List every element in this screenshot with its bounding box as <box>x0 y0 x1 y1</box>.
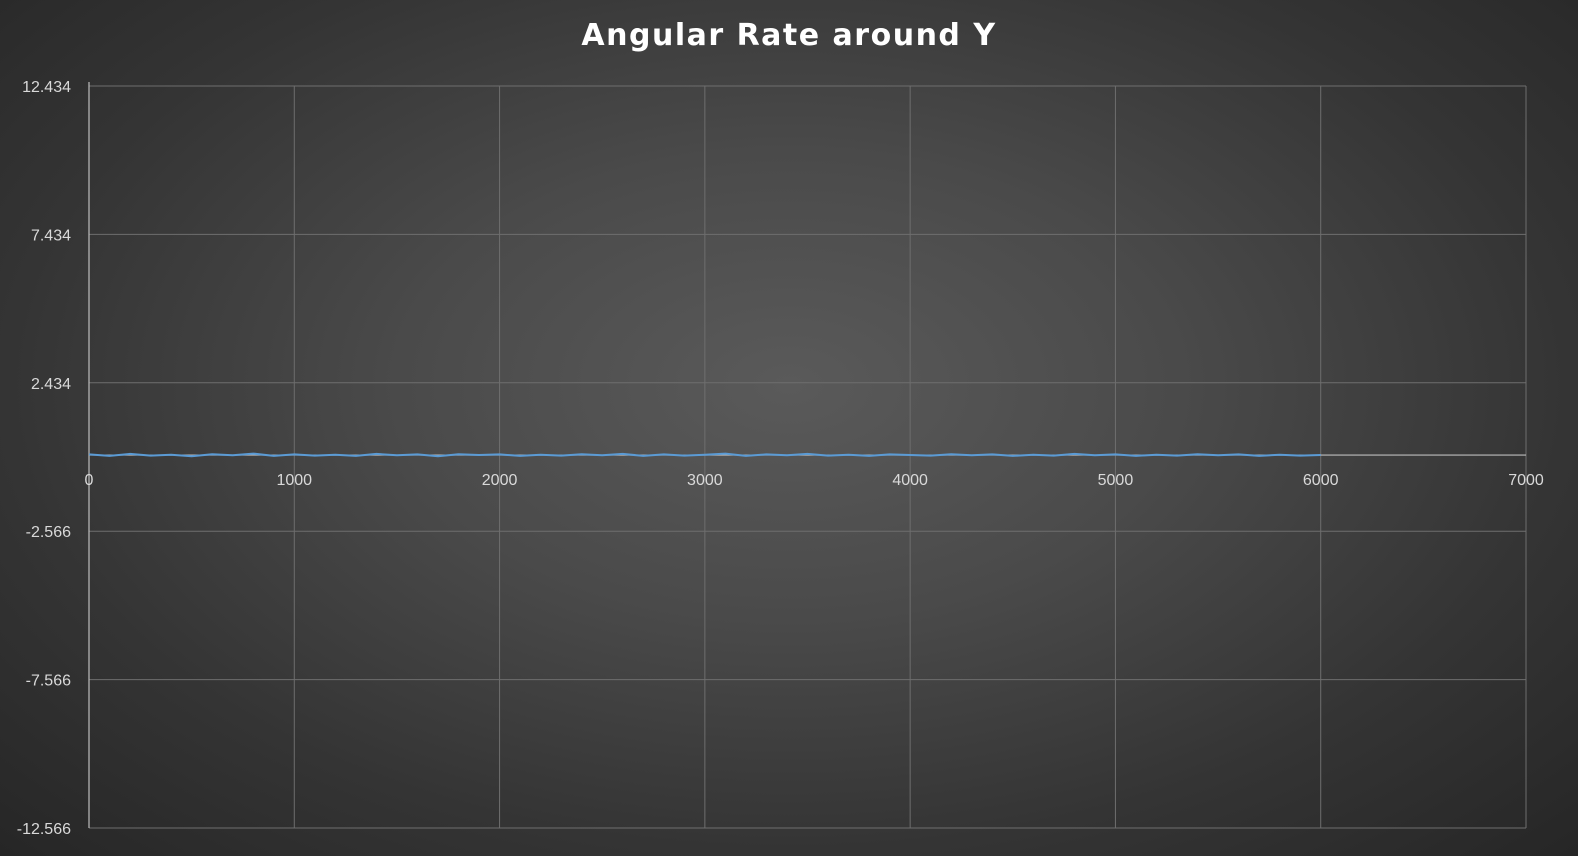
x-tick-label: 7000 <box>1508 472 1544 489</box>
x-tick-label: 4000 <box>892 472 928 489</box>
y-tick-label: 2.434 <box>31 376 71 393</box>
tick-label-layer: 12.434 7.434 2.434 -2.566 -7.566 -12.566 0 1000… <box>17 79 1544 838</box>
x-tick-label: 1000 <box>276 472 312 489</box>
y-tick-label: -2.566 <box>26 524 71 541</box>
series-layer <box>88 452 1321 458</box>
x-tick-label: 6000 <box>1303 472 1339 489</box>
x-tick-label: 0 <box>85 472 94 489</box>
x-tick-label: 2000 <box>482 472 518 489</box>
y-tick-label: 12.434 <box>22 79 71 96</box>
y-tick-label: -12.566 <box>17 821 71 838</box>
chart-title: Angular Rate around Y <box>581 18 997 53</box>
y-tick-label: 7.434 <box>31 227 71 244</box>
x-tick-label: 3000 <box>687 472 723 489</box>
grid-layer <box>89 85 1527 829</box>
x-tick-label: 5000 <box>1098 472 1134 489</box>
series-line <box>88 452 1321 458</box>
y-tick-label: -7.566 <box>26 673 71 690</box>
